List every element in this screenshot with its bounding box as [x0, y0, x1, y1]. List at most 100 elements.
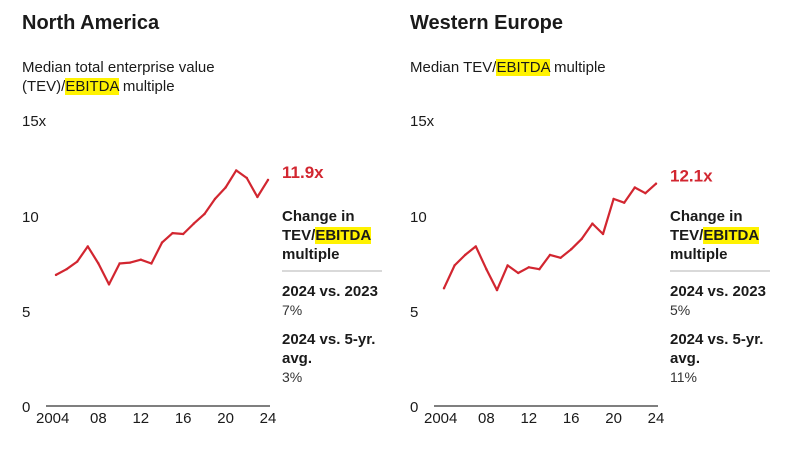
x-tick-label: 12 [132, 410, 149, 427]
x-tick-label: 24 [260, 410, 277, 427]
stat-label: 2024 vs. 5-yr. avg. [670, 331, 764, 367]
data-point [591, 222, 594, 225]
chart-subtitle: Median TEV/EBITDA multiple [410, 58, 650, 77]
end-value-label: 12.1x [670, 167, 713, 186]
data-point [464, 253, 467, 257]
data-point [86, 245, 90, 248]
data-point [245, 176, 248, 180]
data-point [256, 195, 259, 199]
data-point [107, 283, 111, 286]
stat-value: 11% [670, 369, 697, 385]
change-heading-suffix: multiple [670, 246, 728, 263]
change-heading-highlight: EBITDA [703, 227, 759, 244]
data-point [171, 231, 174, 235]
subtitle-text: Median total enterprise value (TEV)/ [22, 59, 215, 95]
stat-label: 2024 vs. 5-yr. avg. [282, 331, 376, 367]
data-point [548, 253, 552, 257]
data-point [235, 169, 238, 172]
data-point [442, 287, 446, 290]
data-point [495, 288, 499, 292]
x-tick-label: 12 [520, 410, 537, 427]
y-tick-label: 0 [410, 399, 418, 416]
stat-value: 7% [282, 302, 303, 318]
y-tick-label: 10 [22, 209, 39, 226]
x-tick-label: 08 [90, 410, 107, 427]
data-point [118, 262, 121, 265]
subtitle-text: Median TEV/ [410, 59, 497, 76]
data-point [654, 182, 658, 185]
x-tick-label: 16 [563, 410, 580, 427]
data-point [623, 201, 626, 204]
line-chart-western-europe: 0 5 10 15x 2004 08 12 16 20 24 12.1x [410, 113, 713, 427]
chart-subtitle: Median total enterprise value (TEV)/EBIT… [22, 58, 262, 96]
change-heading-suffix: multiple [282, 246, 340, 263]
data-point [192, 222, 195, 225]
end-value-label: 11.9x [282, 163, 324, 182]
data-point [601, 232, 605, 236]
data-point [129, 261, 132, 264]
change-heading-highlight: EBITDA [315, 227, 371, 244]
stat-value: 5% [670, 302, 691, 318]
data-point [266, 178, 270, 182]
data-point [559, 256, 562, 259]
data-point [485, 268, 488, 271]
x-tick-label: 20 [605, 410, 622, 427]
data-point [150, 262, 153, 265]
chart-panel-north-america: North America Median total enterprise va… [0, 0, 390, 460]
change-heading: Change in TEV/EBITDA multiple [282, 207, 382, 272]
stat-yoy: 2024 vs. 2023 7% [282, 282, 382, 320]
data-point [517, 271, 520, 275]
data-point [612, 197, 615, 201]
series-line [54, 169, 270, 286]
y-tick-label: 0 [22, 399, 30, 416]
x-tick-label: 2004 [36, 410, 69, 427]
data-point [633, 186, 636, 189]
data-point [538, 268, 541, 271]
data-point [213, 197, 217, 201]
x-tick-label: 2004 [424, 410, 457, 427]
stat-yoy: 2024 vs. 2023 5% [670, 282, 770, 320]
y-tick-label: 15x [410, 113, 435, 130]
data-point [527, 266, 530, 269]
data-point [474, 245, 477, 248]
data-point [203, 212, 206, 216]
data-point [644, 192, 647, 195]
subtitle-highlight: EBITDA [496, 59, 550, 76]
chart-title: Western Europe [410, 12, 563, 34]
chart-title: North America [22, 12, 160, 34]
stat-label: 2024 vs. 2023 [282, 283, 378, 300]
data-point [54, 273, 58, 277]
data-point [97, 262, 100, 265]
subtitle-highlight: EBITDA [65, 78, 119, 95]
change-heading-text: Change in TEV/ [670, 208, 743, 244]
data-point [76, 260, 79, 263]
data-point [570, 248, 573, 251]
data-point [139, 258, 142, 261]
chart-panel-western-europe: Western Europe Median TEV/EBITDA multipl… [388, 0, 778, 460]
stat-5yr: 2024 vs. 5-yr. avg. 11% [670, 330, 770, 387]
change-heading-text: Change in TEV/ [282, 208, 355, 244]
stat-value: 3% [282, 369, 303, 385]
data-point [580, 237, 583, 240]
change-heading: Change in TEV/EBITDA multiple [670, 207, 770, 272]
x-tick-label: 16 [175, 410, 192, 427]
y-tick-label: 15x [22, 113, 47, 130]
data-point [160, 241, 164, 244]
y-tick-label: 5 [410, 304, 418, 321]
series-line [442, 182, 658, 292]
data-point [453, 264, 456, 267]
change-summary: Change in TEV/EBITDA multiple 2024 vs. 2… [282, 207, 382, 387]
y-tick-label: 5 [22, 304, 30, 321]
data-point [182, 232, 185, 236]
stat-5yr: 2024 vs. 5-yr. avg. 3% [282, 330, 382, 387]
x-tick-label: 24 [648, 410, 665, 427]
subtitle-suffix: multiple [118, 78, 175, 95]
subtitle-suffix: multiple [549, 59, 606, 76]
y-tick-label: 10 [410, 209, 427, 226]
data-point [506, 264, 509, 267]
data-point [65, 268, 68, 271]
stat-label: 2024 vs. 2023 [670, 283, 766, 300]
x-tick-label: 08 [478, 410, 495, 427]
line-chart-north-america: 0 5 10 15x 2004 08 12 16 20 24 11.9x [22, 113, 324, 427]
change-summary: Change in TEV/EBITDA multiple 2024 vs. 2… [670, 207, 770, 387]
